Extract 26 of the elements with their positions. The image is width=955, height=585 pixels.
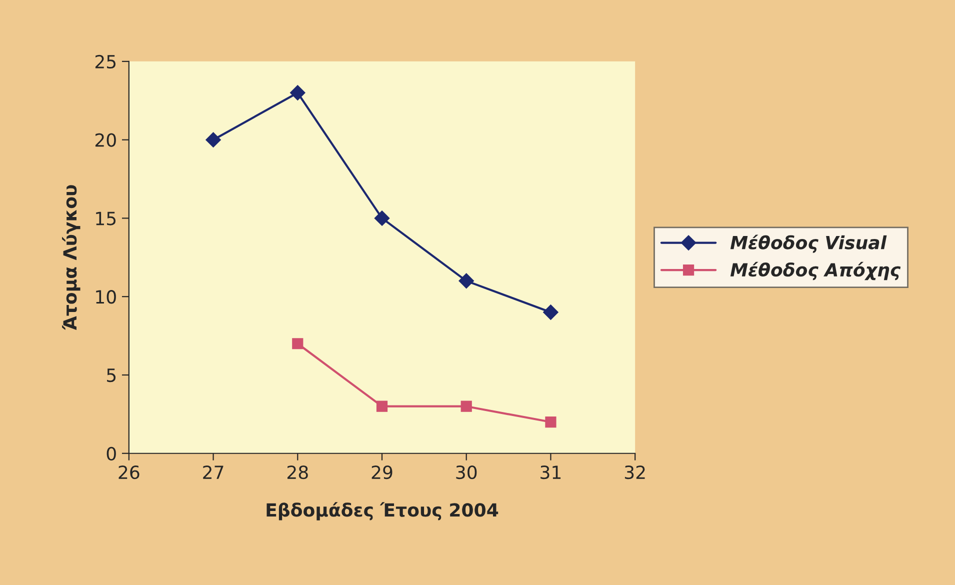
point <box>458 273 474 288</box>
x-tick-label: 32 <box>624 466 645 480</box>
point <box>460 400 472 412</box>
y-tick-label: 20 <box>95 133 116 147</box>
y-tick-label: 5 <box>107 368 116 382</box>
point <box>545 416 556 428</box>
y-tick-label: 10 <box>96 290 116 304</box>
point <box>292 338 304 350</box>
x-tick-label: 29 <box>372 466 392 480</box>
x-axis-title: Εβδομάδες Έτους 2004 <box>266 502 498 520</box>
point <box>543 304 558 320</box>
x-tick-label: 27 <box>203 466 224 479</box>
point <box>290 85 306 100</box>
y-tick-label: 25 <box>95 54 116 69</box>
y-tick-label: 0 <box>106 446 116 460</box>
point <box>206 132 221 148</box>
y-axis-title: Άτομα Λύγκου <box>62 185 80 330</box>
x-tick-label: 31 <box>540 466 561 480</box>
x-tick-label: 28 <box>287 466 308 480</box>
x-tick-label: 26 <box>118 466 140 480</box>
point <box>374 210 390 226</box>
y-tick-label: 15 <box>96 212 116 226</box>
point <box>376 400 388 412</box>
legend-label: Μέθοδος Visual <box>730 234 887 253</box>
x-tick-label: 30 <box>456 466 477 480</box>
legend-label: Μέθοδος Απόχης <box>730 262 901 280</box>
